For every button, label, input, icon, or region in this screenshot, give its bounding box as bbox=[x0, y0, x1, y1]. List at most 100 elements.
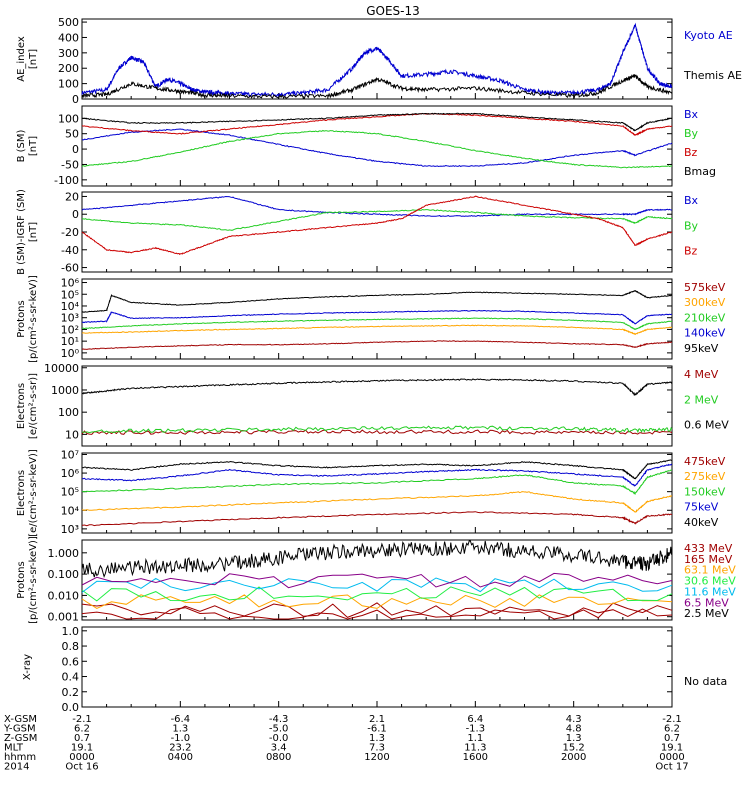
y-tick-label: 0.6 bbox=[62, 655, 80, 668]
y-tick-label: 10⁴ bbox=[61, 504, 80, 517]
panel-b-sm-igrf: -60-40-20020B (SM)-IGRF (SM)[nT]BxByBz bbox=[16, 189, 699, 275]
series-line-150kev bbox=[82, 470, 672, 494]
y-tick-label: 100 bbox=[58, 78, 79, 91]
series-line-11.6-mev bbox=[82, 578, 672, 593]
y-tick-label: 200 bbox=[58, 62, 79, 75]
series-line-40kev bbox=[82, 460, 672, 479]
figure-title: GOES-13 bbox=[366, 4, 420, 18]
series-line-2.5-mev bbox=[82, 541, 672, 577]
series-line-2-mev bbox=[82, 426, 672, 432]
legend-label: Bx bbox=[684, 108, 699, 121]
plot-frame bbox=[82, 366, 672, 446]
y-tick-label: 0 bbox=[72, 143, 79, 156]
panel-electrons-high: 10100100010000Electrons[e/(cm²-s-sr)]4 M… bbox=[16, 362, 729, 446]
y-tick-label: 100 bbox=[58, 112, 79, 125]
no-data-note: No data bbox=[684, 675, 727, 688]
panel-protons-low: 10⁰10¹10²10³10⁴10⁵10⁶Protons[p/(cm²-s-sr… bbox=[16, 275, 726, 363]
orbit-row-label: 2014 bbox=[4, 762, 29, 773]
orbit-cell: 0800 bbox=[266, 752, 291, 763]
panel-ae-index: 0100200300400500AE_index[nT]Kyoto AEThem… bbox=[16, 16, 742, 106]
orbit-cell: 2000 bbox=[561, 752, 586, 763]
y-tick-label: -40 bbox=[61, 244, 79, 257]
legend-label: Bz bbox=[684, 245, 698, 258]
legend-label: 475keV bbox=[684, 455, 726, 468]
y-tick-label: 10⁴ bbox=[61, 300, 80, 313]
legend-label: 95keV bbox=[684, 342, 719, 355]
y-tick-label: 10⁵ bbox=[61, 288, 79, 301]
y-axis-label: Protons[p/(cm²-s-sr-keV)] bbox=[16, 275, 39, 363]
series-line-kyoto-ae bbox=[82, 25, 672, 97]
legend-label: Themis AE bbox=[683, 69, 742, 82]
y-tick-label: 300 bbox=[58, 47, 79, 60]
y-axis-label-line: B (SM) bbox=[16, 129, 27, 162]
series-line-63.1-mev bbox=[82, 595, 672, 609]
legend-label: Bmag bbox=[684, 165, 716, 178]
y-tick-label: -60 bbox=[61, 262, 79, 275]
legend-label: 275keV bbox=[684, 470, 726, 483]
y-axis-label: Protons[p/(cm²-s-sr-keV)] bbox=[16, 536, 39, 624]
y-axis-label: B (SM)-IGRF (SM)[nT] bbox=[16, 189, 39, 275]
series-line-75kev bbox=[82, 464, 672, 486]
y-tick-label: 100 bbox=[58, 406, 79, 419]
y-axis-label-line: [p/(cm²-s-sr-keV)] bbox=[28, 275, 39, 363]
legend-label: 140keV bbox=[684, 327, 726, 340]
series-line-95kev bbox=[82, 291, 672, 313]
series-line-bmag bbox=[82, 113, 672, 130]
series-line-bz bbox=[82, 196, 672, 254]
plot-frame bbox=[82, 192, 672, 272]
legend-label: Bx bbox=[684, 194, 699, 207]
orbit-cell: 1200 bbox=[364, 752, 389, 763]
y-tick-label: 10⁷ bbox=[61, 448, 79, 461]
y-axis-label: Electrons[e/(cm²-s-sr-keV)] bbox=[16, 449, 39, 537]
y-tick-label: -50 bbox=[61, 158, 79, 171]
y-tick-label: 0.0 bbox=[62, 701, 80, 714]
y-tick-label: 0.001 bbox=[48, 611, 80, 624]
legend-label: 0.6 MeV bbox=[684, 419, 729, 432]
y-tick-label: 10⁶ bbox=[61, 277, 80, 290]
y-tick-label: 0.010 bbox=[48, 589, 80, 602]
panel-protons-high: 0.0010.0100.1001.000Protons[p/(cm²-s-sr-… bbox=[16, 536, 736, 624]
y-tick-label: 10³ bbox=[61, 312, 79, 325]
series-line-300kev bbox=[82, 325, 672, 334]
legend-label: Kyoto AE bbox=[684, 29, 733, 42]
y-tick-label: 0.2 bbox=[62, 686, 80, 699]
plot-frame bbox=[82, 106, 672, 186]
panels: 0100200300400500AE_index[nT]Kyoto AEThem… bbox=[16, 16, 742, 714]
y-tick-label: 20 bbox=[65, 190, 79, 203]
y-axis-label-line: [e/(cm²-s-sr)] bbox=[28, 373, 39, 439]
y-tick-label: 0.8 bbox=[62, 640, 80, 653]
series-line-by bbox=[82, 131, 672, 168]
y-tick-label: 10⁰ bbox=[61, 347, 80, 360]
y-axis-label-line: Electrons bbox=[16, 470, 27, 516]
orbit-cell: Oct 16 bbox=[65, 762, 98, 773]
panel-x-ray: 0.0 0.2 0.4 0.6 0.8 1.0 X-ray No data bbox=[22, 625, 727, 714]
y-tick-label: 10 bbox=[65, 428, 79, 441]
y-tick-label: -100 bbox=[54, 174, 79, 187]
y-tick-label: 0.4 bbox=[62, 671, 80, 684]
orbit-cell: 1600 bbox=[463, 752, 488, 763]
y-tick-label: 500 bbox=[58, 16, 79, 29]
y-axis-label-line: B (SM)-IGRF (SM) bbox=[16, 189, 27, 275]
legend-label: 2 MeV bbox=[684, 393, 719, 406]
series-line-bz bbox=[82, 114, 672, 136]
y-axis-label-line: Electrons bbox=[16, 383, 27, 429]
y-tick-label: 400 bbox=[58, 31, 79, 44]
y-tick-label: 10⁵ bbox=[61, 486, 79, 499]
y-axis-label: Electrons[e/(cm²-s-sr)] bbox=[16, 373, 39, 439]
y-tick-label: 50 bbox=[65, 128, 79, 141]
legend-label: 75keV bbox=[684, 501, 719, 514]
y-axis-label-line: [e/(cm²-s-sr-keV)] bbox=[28, 449, 39, 537]
series-line-by bbox=[82, 210, 672, 231]
y-tick-label: 10000 bbox=[44, 362, 79, 375]
orbit-table: X-GSMY-GSMZ-GSMMLThhmm2014-2.16.20.719.1… bbox=[3, 714, 689, 773]
panel-b-sm: -100-50050100B (SM)[nT]BxByBzBmag bbox=[16, 106, 716, 187]
plot-frame bbox=[82, 19, 672, 99]
series-line-0.6-mev bbox=[82, 379, 672, 395]
y-tick-label: 1.0 bbox=[62, 625, 80, 638]
y-tick-label: 0.100 bbox=[48, 568, 80, 581]
y-tick-label: 10¹ bbox=[61, 335, 79, 348]
y-axis-label-line: X-ray bbox=[22, 654, 33, 680]
plot-frame bbox=[82, 627, 672, 707]
y-tick-label: 10⁶ bbox=[61, 467, 80, 480]
